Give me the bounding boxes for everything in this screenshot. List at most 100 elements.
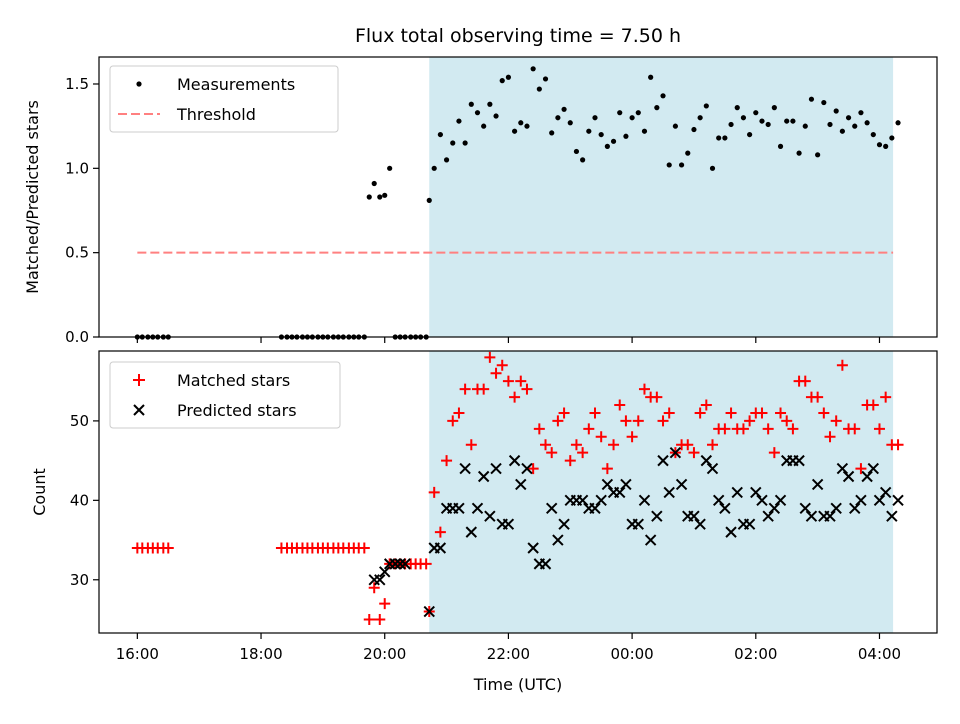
- matched-star-point: [484, 351, 496, 363]
- predicted-star-point: [502, 518, 515, 530]
- matched-star-point: [420, 558, 432, 570]
- predicted-star-point: [545, 502, 558, 514]
- predicted-star-point: [675, 478, 688, 491]
- matched-star-point: [818, 407, 830, 419]
- predicted-star-point: [799, 502, 811, 514]
- matched-star-point: [787, 423, 799, 435]
- measurement-point: [635, 110, 641, 116]
- measurement-point: [493, 113, 499, 119]
- matched-star-point: [540, 439, 552, 451]
- legend-threshold-label: Threshold: [176, 105, 256, 124]
- measurement-point: [895, 120, 901, 126]
- predicted-star-point: [849, 502, 861, 514]
- measurement-point: [518, 120, 524, 126]
- legend-predicted-label: Predicted stars: [177, 401, 297, 420]
- matched-star-point: [570, 439, 582, 451]
- measurement-point: [815, 152, 821, 158]
- matched-star-point: [880, 391, 892, 403]
- measurement-point: [443, 157, 450, 163]
- measurement-point: [833, 108, 839, 114]
- predicted-star-point: [389, 558, 401, 570]
- measurement-point: [511, 128, 518, 134]
- predicted-star-point: [644, 534, 657, 546]
- measurement-point: [629, 115, 635, 121]
- measurement-point: [499, 78, 505, 84]
- matched-star-point: [812, 391, 824, 403]
- top-y-ticks: 0.0 0.5 1.0 1.5: [65, 75, 99, 346]
- measurement-point: [604, 143, 610, 149]
- predicted-star-point: [830, 502, 842, 514]
- matched-star-point: [688, 447, 700, 459]
- matched-star-point: [577, 447, 589, 459]
- top-y-tick-label: 1.5: [65, 75, 89, 93]
- predicted-star-point: [663, 486, 675, 499]
- matched-star-point: [682, 439, 694, 451]
- measurement-point: [771, 105, 777, 111]
- matched-star-point: [502, 375, 514, 387]
- matched-star-point: [694, 407, 706, 419]
- predicted-star-point: [651, 510, 663, 522]
- bottom-panel: 30 40 50 16:00 18:00 20:00 22:00 00:00 02:00 04:…: [30, 350, 938, 694]
- measurement-point: [382, 192, 388, 198]
- predicted-star-point: [756, 494, 768, 507]
- top-x-ticks: [136, 337, 881, 343]
- x-tick-label: 20:00: [363, 645, 406, 663]
- measurement-point: [586, 128, 592, 134]
- top-y-axis-label: Matched/Predicted stars: [23, 100, 42, 294]
- matched-star-point: [657, 415, 669, 427]
- measurement-point: [784, 118, 790, 124]
- matched-star-point: [434, 526, 446, 538]
- top-panel: 0.0 0.5 1.0 1.5 Matched/Predicted stars Mea…: [23, 56, 938, 346]
- matched-star-point: [830, 415, 842, 427]
- measurement-point: [672, 123, 678, 129]
- matched-star-point: [459, 383, 471, 395]
- predicted-star-point: [515, 478, 527, 491]
- measurement-point: [685, 150, 691, 156]
- predicted-star-point: [811, 478, 824, 491]
- top-legend-box: [109, 65, 339, 133]
- legend-matched-marker: [133, 374, 145, 386]
- measurement-point: [716, 135, 722, 141]
- matched-star-point: [601, 463, 613, 475]
- measurement-point: [889, 135, 895, 141]
- measurement-point: [740, 115, 747, 121]
- bottom-legend: Matched stars Predicted stars: [109, 361, 341, 429]
- matched-star-point: [824, 431, 836, 443]
- predicted-star-point: [453, 502, 465, 514]
- matched-star-point: [527, 463, 539, 475]
- matched-star-point: [849, 423, 861, 435]
- measurement-point: [530, 66, 536, 72]
- bottom-y-axis-label: Count: [30, 468, 49, 516]
- predicted-star-point: [379, 566, 391, 578]
- predicted-star-point: [774, 494, 787, 507]
- predicted-star-point: [879, 486, 892, 499]
- predicted-star-point: [694, 518, 706, 530]
- measurement-point: [462, 140, 468, 146]
- x-tick-label: 02:00: [734, 645, 777, 663]
- matched-star-point: [608, 439, 620, 451]
- measurement-point: [864, 120, 870, 126]
- predicted-star-point: [399, 558, 411, 570]
- measurement-point: [765, 121, 771, 128]
- measurement-point: [845, 115, 852, 121]
- bottom-y-ticks: 30 40 50: [70, 412, 99, 589]
- matched-star-point: [589, 407, 601, 419]
- predicted-star-point: [731, 486, 743, 499]
- measurement-point: [703, 103, 709, 109]
- legend-matched-label: Matched stars: [177, 371, 290, 390]
- matched-star-point: [700, 399, 712, 411]
- bottom-observing-window-shade: [429, 351, 894, 633]
- measurement-point: [654, 105, 660, 111]
- matched-star-point: [855, 463, 867, 475]
- measurement-point: [567, 120, 573, 126]
- predicted-star-point: [750, 486, 762, 499]
- bottom-y-tick-label: 40: [70, 491, 89, 509]
- predicted-star-point: [477, 470, 490, 483]
- predicted-star-point: [725, 526, 737, 538]
- predicted-star-point: [374, 574, 386, 586]
- measurement-point: [827, 121, 833, 128]
- measurement-point: [876, 142, 883, 148]
- top-legend: Measurements Threshold: [109, 65, 339, 133]
- x-tick-label: 00:00: [610, 645, 653, 663]
